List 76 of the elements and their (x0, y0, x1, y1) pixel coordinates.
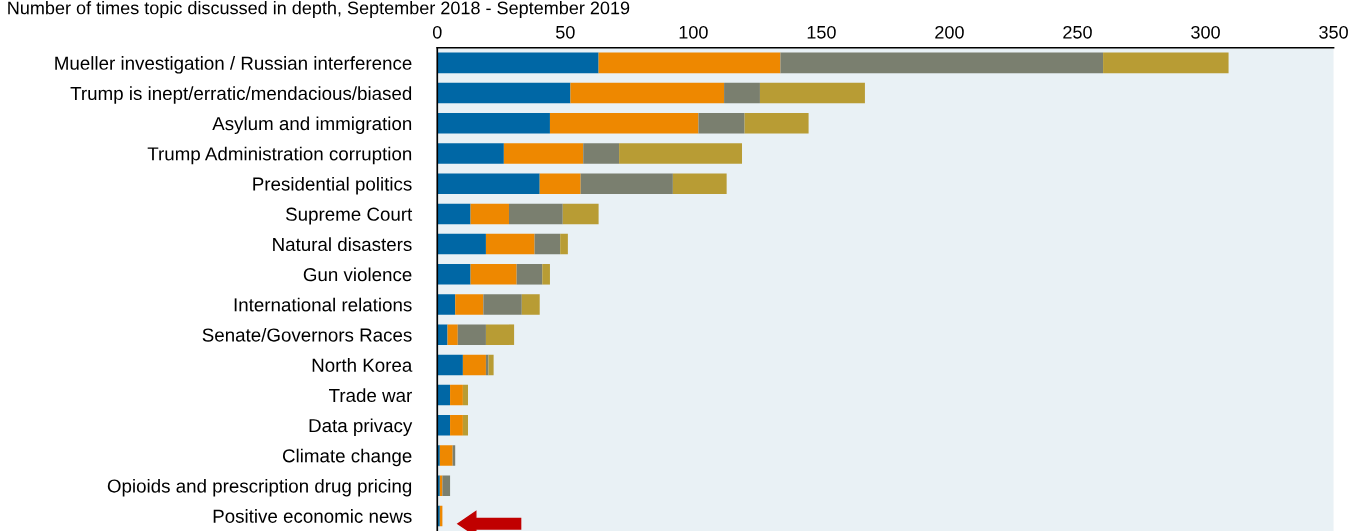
y-tick-label: Data privacy (309, 418, 413, 436)
bar (598, 52, 781, 74)
bar (439, 445, 453, 466)
bar (672, 173, 727, 194)
x-tick-label: 350 (1319, 25, 1348, 39)
bar (560, 233, 568, 255)
bar (437, 264, 471, 285)
bar (437, 324, 448, 345)
y-tick-label: Supreme Court (286, 207, 413, 225)
bar (619, 143, 743, 164)
bar (485, 233, 535, 255)
x-tick-label: 250 (1063, 25, 1092, 39)
bar (780, 52, 1104, 74)
y-tick-label: Opioids and prescription drug pricing (107, 478, 412, 497)
bar (437, 294, 456, 315)
bar (508, 203, 563, 225)
bar (759, 82, 865, 104)
y-tick-label: Mueller investigation / Russian interference (55, 56, 412, 74)
x-tick-label: 50 (556, 25, 575, 39)
bar (437, 233, 486, 255)
bar (583, 143, 620, 164)
bar (470, 264, 517, 285)
bar (485, 324, 515, 345)
y-tick-label: Gun violence (303, 267, 412, 282)
bar (539, 173, 581, 194)
y-tick-label: North Korea (312, 358, 413, 372)
bar (462, 384, 469, 406)
x-tick-label: 0 (432, 25, 442, 39)
y-tick-label: Trump Administration corruption (147, 146, 412, 165)
chart-title: Number of times topic discussed in depth, September 2018 - September 2019 (8, 1, 630, 18)
bar (462, 354, 486, 376)
bar (570, 82, 725, 104)
y-tick-label: Trade war (329, 388, 412, 403)
y-tick-label: Climate change (282, 448, 412, 467)
x-tick-label: 200 (935, 25, 964, 39)
bar (455, 294, 484, 315)
bar (542, 264, 550, 285)
y-tick-label: Natural disasters (273, 237, 412, 252)
y-tick-label: Asylum and immigration (212, 116, 412, 134)
y-tick-label: Trump is inept/erratic/mendacious/biased (70, 86, 412, 104)
bar (437, 173, 540, 194)
y-tick-label: Presidential politics (253, 176, 412, 195)
bar (437, 203, 471, 225)
bar (442, 475, 451, 496)
bar (521, 294, 540, 315)
bar (534, 233, 561, 255)
bar (503, 143, 584, 164)
bar (450, 384, 463, 406)
bar (437, 113, 550, 134)
bar (516, 264, 543, 285)
y-tick-label: International relations (234, 297, 412, 312)
bar (437, 354, 463, 376)
bar (437, 82, 571, 104)
bar (580, 173, 673, 194)
bar (1103, 52, 1229, 74)
y-tick-label: Senate/Governors Races (202, 327, 412, 342)
bar (488, 354, 494, 376)
bar (447, 324, 458, 345)
bar (698, 113, 745, 134)
x-tick-label: 150 (807, 25, 836, 39)
x-tick-label: 100 (679, 25, 708, 39)
bar (437, 384, 451, 406)
bar (470, 203, 509, 225)
y-tick-label: Positive economic news (213, 509, 412, 523)
bar (457, 324, 486, 345)
bar (562, 203, 599, 225)
bar (450, 415, 463, 436)
bar (462, 415, 469, 436)
bar (549, 113, 699, 134)
bar (483, 294, 522, 315)
bar (744, 113, 809, 134)
bar (437, 415, 451, 436)
bar (437, 143, 504, 164)
x-tick-label: 300 (1191, 25, 1220, 39)
bar (724, 82, 760, 104)
bar (437, 52, 599, 74)
